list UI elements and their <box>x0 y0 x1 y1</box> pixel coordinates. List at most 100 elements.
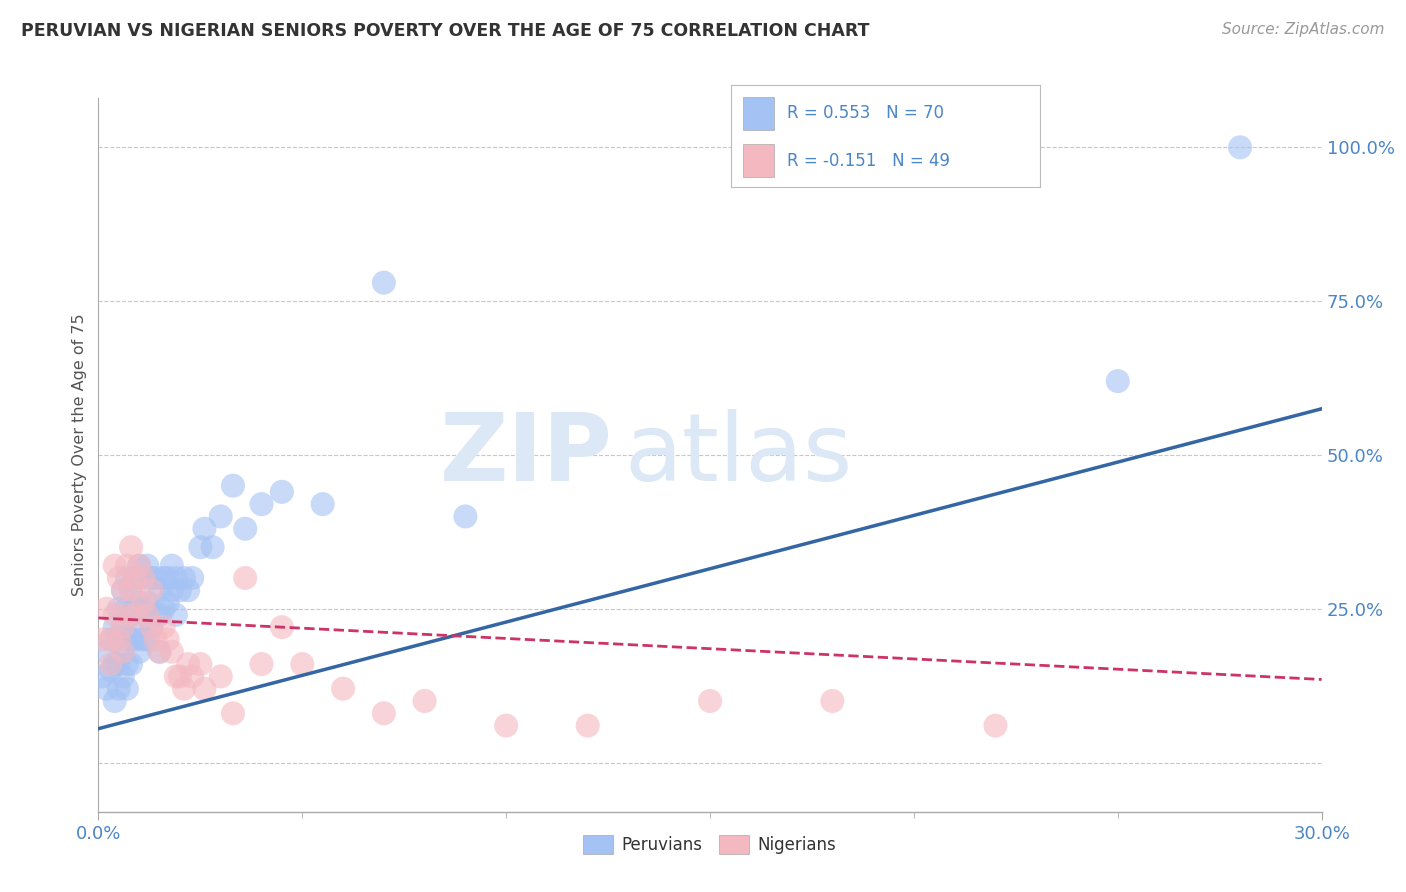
Point <box>149 645 172 659</box>
Legend: Peruvians, Nigerians: Peruvians, Nigerians <box>576 828 844 861</box>
Point <box>104 607 127 622</box>
Point <box>169 669 191 683</box>
Point <box>141 620 163 634</box>
Point <box>104 657 127 671</box>
Point <box>111 669 134 683</box>
Point <box>100 657 122 671</box>
Point <box>108 681 131 696</box>
Point <box>152 571 174 585</box>
Point <box>136 607 159 622</box>
Point <box>165 669 187 683</box>
Point <box>91 669 114 683</box>
Point <box>222 706 245 721</box>
Point <box>115 571 138 585</box>
Point <box>124 632 146 647</box>
Point <box>136 596 159 610</box>
Point <box>120 540 142 554</box>
Point <box>115 601 138 615</box>
Point <box>132 596 155 610</box>
Text: ZIP: ZIP <box>439 409 612 501</box>
Point <box>576 718 599 732</box>
Point <box>115 632 138 647</box>
Point <box>821 694 844 708</box>
Point <box>132 571 155 585</box>
Point <box>120 583 142 598</box>
Point <box>165 607 187 622</box>
Point <box>96 601 118 615</box>
Text: atlas: atlas <box>624 409 852 501</box>
FancyBboxPatch shape <box>744 97 775 130</box>
Point <box>181 669 204 683</box>
Point <box>132 601 155 615</box>
Point <box>152 620 174 634</box>
Point <box>104 620 127 634</box>
Point <box>96 645 118 659</box>
Point <box>141 620 163 634</box>
Point <box>152 601 174 615</box>
Point <box>165 571 187 585</box>
Text: R = -0.151   N = 49: R = -0.151 N = 49 <box>787 152 950 169</box>
Point <box>100 632 122 647</box>
Point <box>173 571 195 585</box>
Point <box>100 632 122 647</box>
Point <box>373 276 395 290</box>
Text: Source: ZipAtlas.com: Source: ZipAtlas.com <box>1222 22 1385 37</box>
FancyBboxPatch shape <box>744 145 775 177</box>
Point <box>104 694 127 708</box>
Point <box>104 558 127 573</box>
Point <box>111 620 134 634</box>
Point <box>169 583 191 598</box>
Point <box>124 601 146 615</box>
Text: PERUVIAN VS NIGERIAN SENIORS POVERTY OVER THE AGE OF 75 CORRELATION CHART: PERUVIAN VS NIGERIAN SENIORS POVERTY OVE… <box>21 22 869 40</box>
Point <box>177 583 200 598</box>
Point <box>120 607 142 622</box>
Point <box>332 681 354 696</box>
Point <box>160 558 183 573</box>
Point <box>188 540 212 554</box>
Point <box>108 657 131 671</box>
Point <box>250 497 273 511</box>
Point <box>149 645 172 659</box>
Point <box>173 681 195 696</box>
Point <box>128 645 150 659</box>
Point <box>91 632 114 647</box>
Point <box>128 558 150 573</box>
Point <box>193 681 215 696</box>
Point <box>193 522 215 536</box>
Point <box>201 540 224 554</box>
Point <box>270 484 294 499</box>
Point <box>96 681 118 696</box>
Point <box>233 522 256 536</box>
Point <box>111 645 134 659</box>
Point <box>111 620 134 634</box>
Point <box>312 497 335 511</box>
Point <box>222 478 245 492</box>
Point <box>181 571 204 585</box>
Point <box>495 718 517 732</box>
Point <box>115 657 138 671</box>
Point <box>115 681 138 696</box>
Point <box>188 657 212 671</box>
Point <box>108 601 131 615</box>
Point <box>209 669 232 683</box>
Point <box>160 583 183 598</box>
Point <box>120 657 142 671</box>
Point <box>100 663 122 677</box>
Point <box>145 607 167 622</box>
Point <box>156 596 179 610</box>
Point <box>115 558 138 573</box>
Point <box>699 694 721 708</box>
Point <box>177 657 200 671</box>
Point <box>413 694 436 708</box>
Point <box>108 571 131 585</box>
Point <box>209 509 232 524</box>
Point <box>136 632 159 647</box>
Point <box>111 583 134 598</box>
Point <box>141 583 163 598</box>
Point <box>454 509 477 524</box>
Point <box>115 607 138 622</box>
Point <box>145 632 167 647</box>
Point <box>156 571 179 585</box>
Point <box>120 583 142 598</box>
Y-axis label: Seniors Poverty Over the Age of 75: Seniors Poverty Over the Age of 75 <box>72 314 87 596</box>
